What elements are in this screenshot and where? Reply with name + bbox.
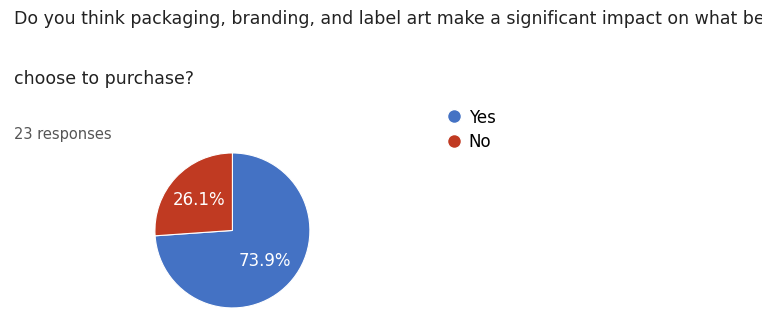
Text: choose to purchase?: choose to purchase? xyxy=(14,70,194,88)
Text: Do you think packaging, branding, and label art make a significant impact on wha: Do you think packaging, branding, and la… xyxy=(14,10,762,28)
Legend: Yes, No: Yes, No xyxy=(450,109,495,151)
Text: 26.1%: 26.1% xyxy=(173,191,226,209)
Text: 23 responses: 23 responses xyxy=(14,127,111,142)
Text: 73.9%: 73.9% xyxy=(239,252,292,270)
Wedge shape xyxy=(155,153,232,236)
Wedge shape xyxy=(155,153,310,308)
